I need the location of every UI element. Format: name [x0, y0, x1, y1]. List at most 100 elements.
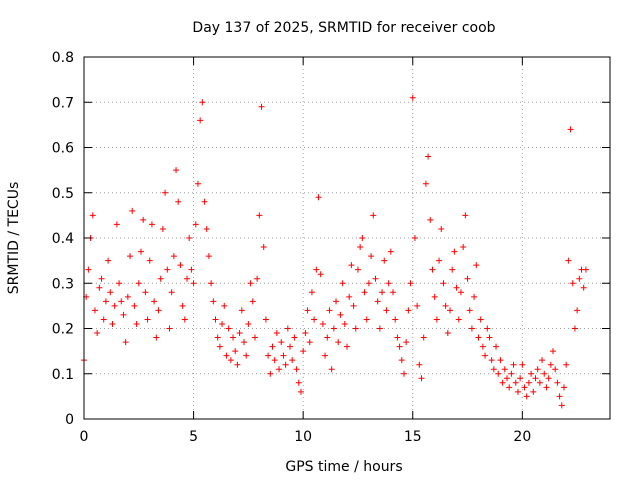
data-point	[376, 325, 383, 332]
y-axis-label: SRMTID / TECUs	[6, 182, 22, 295]
data-point	[330, 325, 337, 332]
data-point	[447, 307, 454, 314]
y-tick-label: 0.5	[52, 186, 74, 202]
data-point	[541, 370, 548, 377]
data-point	[482, 352, 489, 359]
data-point	[350, 302, 357, 309]
data-point	[488, 357, 495, 364]
data-point	[407, 280, 414, 287]
y-tick-label: 0.7	[52, 95, 74, 111]
data-point	[390, 289, 397, 296]
data-point	[144, 316, 151, 323]
data-point	[265, 352, 272, 359]
y-tick-label: 0.6	[52, 141, 74, 157]
x-tick-label: 20	[513, 429, 531, 445]
data-point	[493, 343, 500, 350]
data-point	[333, 298, 340, 305]
data-point	[317, 271, 324, 278]
data-point	[102, 298, 109, 305]
data-point	[293, 366, 300, 373]
data-point	[118, 298, 125, 305]
data-point	[223, 352, 230, 359]
data-point	[547, 361, 554, 368]
data-point	[247, 280, 254, 287]
data-point	[383, 307, 390, 314]
data-point	[385, 280, 392, 287]
data-point	[267, 370, 274, 377]
data-point	[304, 307, 311, 314]
data-point	[392, 316, 399, 323]
data-point	[473, 262, 480, 269]
data-point	[120, 311, 127, 318]
data-point	[164, 266, 171, 273]
data-point	[221, 302, 228, 309]
data-point	[514, 388, 521, 395]
data-point	[576, 275, 583, 282]
y-tick-label: 0	[65, 412, 74, 428]
data-point	[346, 293, 353, 300]
data-point	[251, 334, 258, 341]
data-point	[427, 216, 434, 223]
x-axis-label: GPS time / hours	[285, 459, 402, 475]
data-point	[359, 235, 366, 241]
data-point	[159, 225, 166, 232]
data-point	[438, 225, 445, 232]
data-point	[449, 266, 456, 273]
data-point	[311, 316, 318, 323]
data-point	[556, 393, 563, 400]
data-point	[192, 221, 199, 228]
data-point	[357, 244, 364, 251]
data-point	[113, 221, 120, 228]
data-point	[201, 198, 208, 205]
data-point	[571, 325, 578, 332]
data-point	[230, 334, 237, 341]
data-point	[372, 275, 379, 282]
data-point	[517, 375, 524, 382]
data-point	[302, 330, 309, 337]
data-point	[319, 320, 326, 327]
y-tick-label: 0.4	[52, 231, 74, 247]
data-point	[354, 266, 361, 273]
data-point	[560, 384, 567, 391]
data-point	[168, 289, 175, 296]
data-point	[348, 262, 355, 269]
data-point	[580, 284, 587, 291]
data-point	[352, 325, 359, 332]
data-point	[394, 334, 401, 341]
data-point	[315, 194, 322, 201]
data-point	[506, 384, 513, 391]
y-tick-label: 0.2	[52, 322, 74, 338]
data-point	[249, 298, 256, 305]
data-point	[91, 307, 98, 314]
data-point	[203, 225, 210, 232]
data-point	[308, 289, 315, 296]
data-point	[236, 330, 243, 337]
data-point	[94, 330, 101, 337]
data-point	[396, 343, 403, 350]
data-point	[297, 388, 304, 395]
data-point	[464, 275, 471, 282]
data-point	[451, 248, 458, 255]
data-point	[181, 316, 188, 323]
data-point	[256, 212, 263, 219]
data-point	[131, 302, 138, 309]
data-point	[276, 366, 283, 373]
data-point	[122, 339, 129, 346]
data-point	[569, 280, 576, 287]
data-point	[490, 366, 497, 373]
data-point	[486, 334, 493, 341]
data-point	[374, 298, 381, 305]
data-point	[166, 325, 173, 332]
data-point	[468, 325, 475, 332]
data-point	[194, 180, 201, 187]
data-point	[137, 248, 144, 255]
data-point	[431, 293, 438, 300]
data-point	[403, 339, 410, 346]
data-point	[300, 348, 307, 355]
data-point	[177, 262, 184, 269]
data-point	[291, 334, 298, 341]
data-point	[530, 388, 537, 395]
data-points	[81, 94, 589, 409]
data-point	[425, 153, 432, 160]
data-point	[497, 357, 504, 364]
